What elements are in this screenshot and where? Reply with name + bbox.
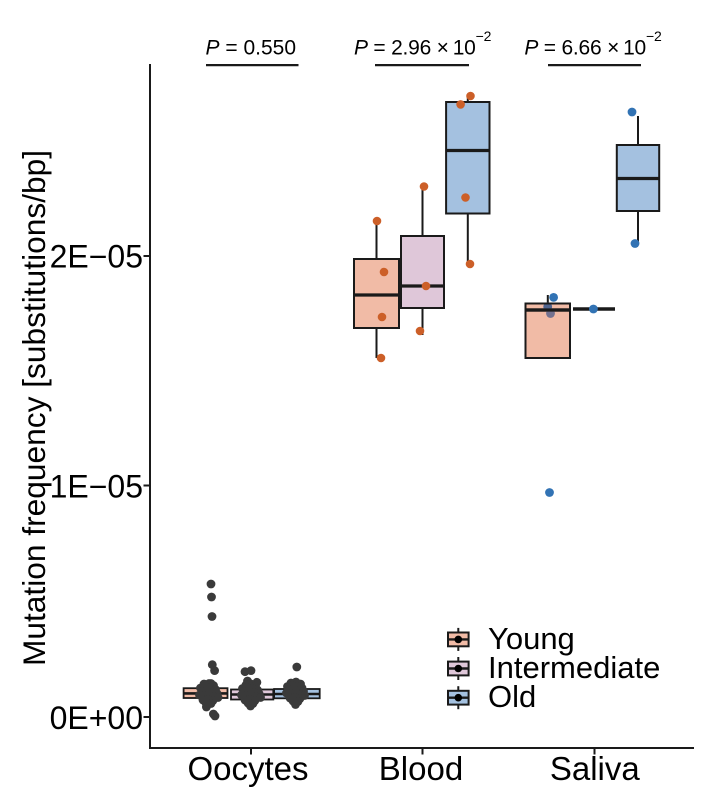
svg-text:Old: Old <box>488 679 536 714</box>
svg-text:P = 0.550: P = 0.550 <box>206 36 297 59</box>
svg-text:2E−05: 2E−05 <box>50 239 143 275</box>
svg-text:1E−05: 1E−05 <box>50 469 143 505</box>
svg-text:Intermediate: Intermediate <box>488 650 660 685</box>
svg-text:Young: Young <box>488 621 575 656</box>
svg-text:Mutation frequency [substituti: Mutation frequency [substitutions/bp] <box>16 150 52 666</box>
svg-text:0E+00: 0E+00 <box>50 700 143 736</box>
svg-text:Saliva: Saliva <box>550 750 641 787</box>
svg-text:Oocytes: Oocytes <box>187 750 308 787</box>
svg-text:Blood: Blood <box>379 750 463 787</box>
